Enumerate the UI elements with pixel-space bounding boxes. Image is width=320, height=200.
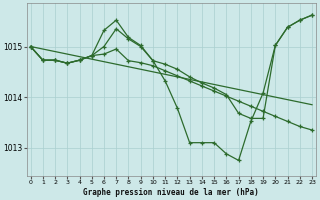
X-axis label: Graphe pression niveau de la mer (hPa): Graphe pression niveau de la mer (hPa) xyxy=(84,188,259,197)
